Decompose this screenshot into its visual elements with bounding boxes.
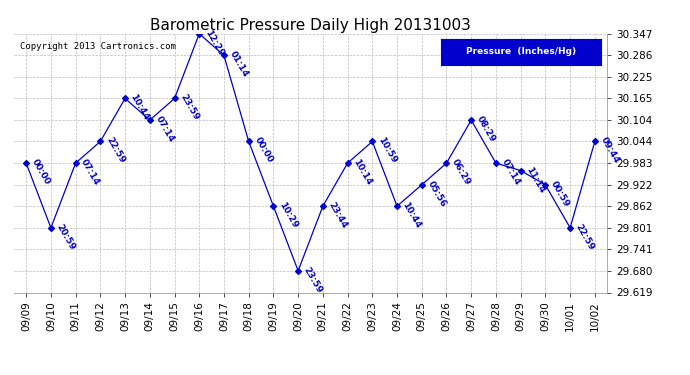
Text: 08:29: 08:29 (475, 114, 497, 144)
Text: 09:44: 09:44 (598, 136, 621, 165)
Text: Copyright 2013 Cartronics.com: Copyright 2013 Cartronics.com (20, 42, 176, 51)
Text: 23:59: 23:59 (178, 93, 200, 122)
Text: 11:14: 11:14 (524, 165, 546, 194)
Text: 22:59: 22:59 (104, 136, 126, 165)
Text: 07:14: 07:14 (500, 158, 522, 187)
Text: 00:00: 00:00 (30, 158, 52, 186)
Text: 23:44: 23:44 (326, 201, 349, 230)
Text: 10:44: 10:44 (401, 201, 423, 230)
Text: 23:59: 23:59 (302, 265, 324, 295)
Text: 10:44: 10:44 (129, 93, 151, 122)
Text: 10:14: 10:14 (351, 158, 373, 187)
Text: 10:59: 10:59 (376, 136, 398, 165)
Text: 07:14: 07:14 (153, 114, 176, 144)
Text: 05:56: 05:56 (426, 179, 448, 209)
Text: 22:59: 22:59 (574, 222, 596, 252)
Text: 00:59: 00:59 (549, 179, 571, 209)
Title: Barometric Pressure Daily High 20131003: Barometric Pressure Daily High 20131003 (150, 18, 471, 33)
Text: 20:59: 20:59 (55, 222, 77, 252)
Text: 10:29: 10:29 (277, 201, 299, 230)
Text: 06:29: 06:29 (450, 158, 472, 187)
Text: 01:14: 01:14 (228, 50, 250, 79)
Text: 07:14: 07:14 (79, 158, 101, 187)
Text: 12:29: 12:29 (203, 28, 225, 58)
Text: 00:00: 00:00 (253, 136, 274, 165)
